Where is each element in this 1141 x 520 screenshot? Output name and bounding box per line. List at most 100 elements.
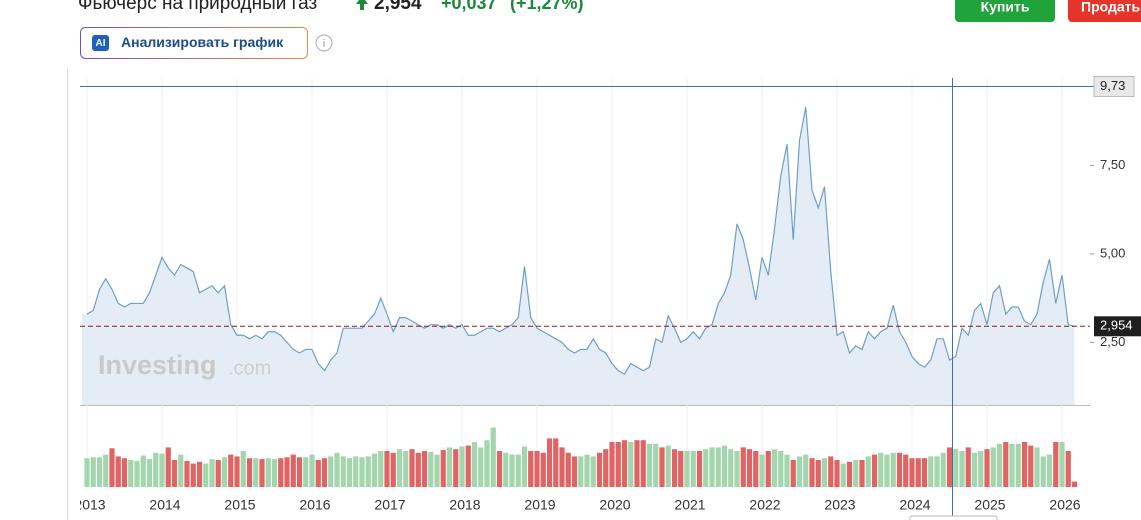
volume-bar [934,456,940,487]
analyze-button[interactable] [80,27,308,59]
title: Фьючерс на природный газ [78,0,317,14]
price: 2,954 [374,0,422,14]
volume-bar [896,452,903,487]
volume-bar [534,451,540,487]
volume-bar [665,445,671,487]
volume-bar [790,460,796,487]
volume-bar [171,460,178,487]
volume-bar [434,454,440,487]
volume-bar [296,457,303,487]
volume-bar [603,449,609,487]
volume-bar [1034,447,1040,487]
volume-bar [871,454,878,487]
volume-bar [684,451,690,487]
buy-button[interactable] [955,0,1055,22]
crosshair-label: 9,73 [1100,78,1125,93]
volume-bar [809,458,815,487]
volume-bar [984,449,990,487]
volume-bar [965,447,971,487]
volume-bar [503,452,509,487]
volume-bar [659,447,665,487]
volume-bar [840,463,846,487]
volume-bar [478,447,484,487]
volume-bar [334,452,340,487]
volume-bar [740,447,746,487]
volume-bar [340,456,346,487]
volume-bar [796,456,803,487]
x-tick-label: 2016 [299,497,330,513]
volume-bar [96,457,103,487]
volume-bar [221,457,228,487]
volume-bar [490,427,496,487]
volume-bar [996,443,1003,487]
y-tick-label: 5,00 [1100,245,1125,260]
volume-bar [371,453,378,487]
price-line [86,106,1075,376]
volume-bar [271,459,278,487]
volume-bar [578,456,584,487]
volume-bar [778,451,784,487]
volume-bar [1040,456,1046,487]
volume-bar [165,447,171,487]
volume-bar [521,446,528,487]
volume-bar [690,451,696,487]
volume-bar [246,458,253,487]
volume-bar [284,457,290,487]
volume-bar [515,454,521,487]
volume-bar [721,445,728,487]
volume-bar [346,458,353,487]
volume-bar [815,460,821,487]
volume-bar [378,451,384,487]
volume-bar [940,452,946,487]
volume-bar [209,459,215,487]
volume-bar [328,456,334,487]
volume-bar [1015,443,1021,487]
volume-bar [1009,443,1015,487]
x-tick-label: 2026 [1049,497,1080,513]
x-tick-label: 2021 [674,497,705,513]
info-icon[interactable] [315,34,333,52]
volume-bar [153,452,159,487]
volume-bar [259,459,265,487]
volume-bar [1021,442,1028,487]
x-tick-label: 2019 [524,497,555,513]
x-axis: 2013 2014 2015 2016 2017 2018 2019 2020 2021 2022… [80,497,1081,513]
volume-bar [634,440,640,487]
info-i: i [323,38,325,50]
change: +0,037 [441,0,497,13]
x-tick-label: 2017 [374,497,405,513]
watermark-domain: .com [228,357,271,379]
volume-bar [628,442,634,487]
volume-bar [621,440,628,487]
volume-bar [828,456,834,487]
volume-bar [215,460,221,487]
volume-bar [746,449,753,487]
sell-button[interactable] [1068,0,1141,22]
volume-bar [1071,481,1078,487]
plot: 2013 2014 2015 2016 2017 2018 2019 2020 2021 2022… [80,75,1141,520]
date-box [909,515,998,520]
volume-bar [421,451,428,487]
x-tick-label: 2025 [974,497,1005,513]
volume-bar [178,454,184,487]
volume-bar [128,460,134,487]
volume-bar [528,451,534,487]
volume-bar [696,451,703,487]
volume-bar [834,460,840,487]
volume-bar [415,452,421,487]
volume-bar [303,457,309,487]
volume-bar [234,456,240,487]
volume-bar [134,460,140,487]
volume-bar [803,454,809,487]
volume-bar [853,460,859,487]
x-tick-label: 2018 [449,497,480,513]
analyze-label: Анализировать график [121,34,284,50]
volume-bar [109,448,115,487]
volume-bar [1003,442,1009,487]
volume-bar [821,458,828,487]
volume-bar [1053,442,1059,487]
volume-bar [978,451,984,487]
volume-bar [1065,451,1071,487]
last-price-label: 2,954 [1100,318,1133,333]
volume-bar [878,452,884,487]
